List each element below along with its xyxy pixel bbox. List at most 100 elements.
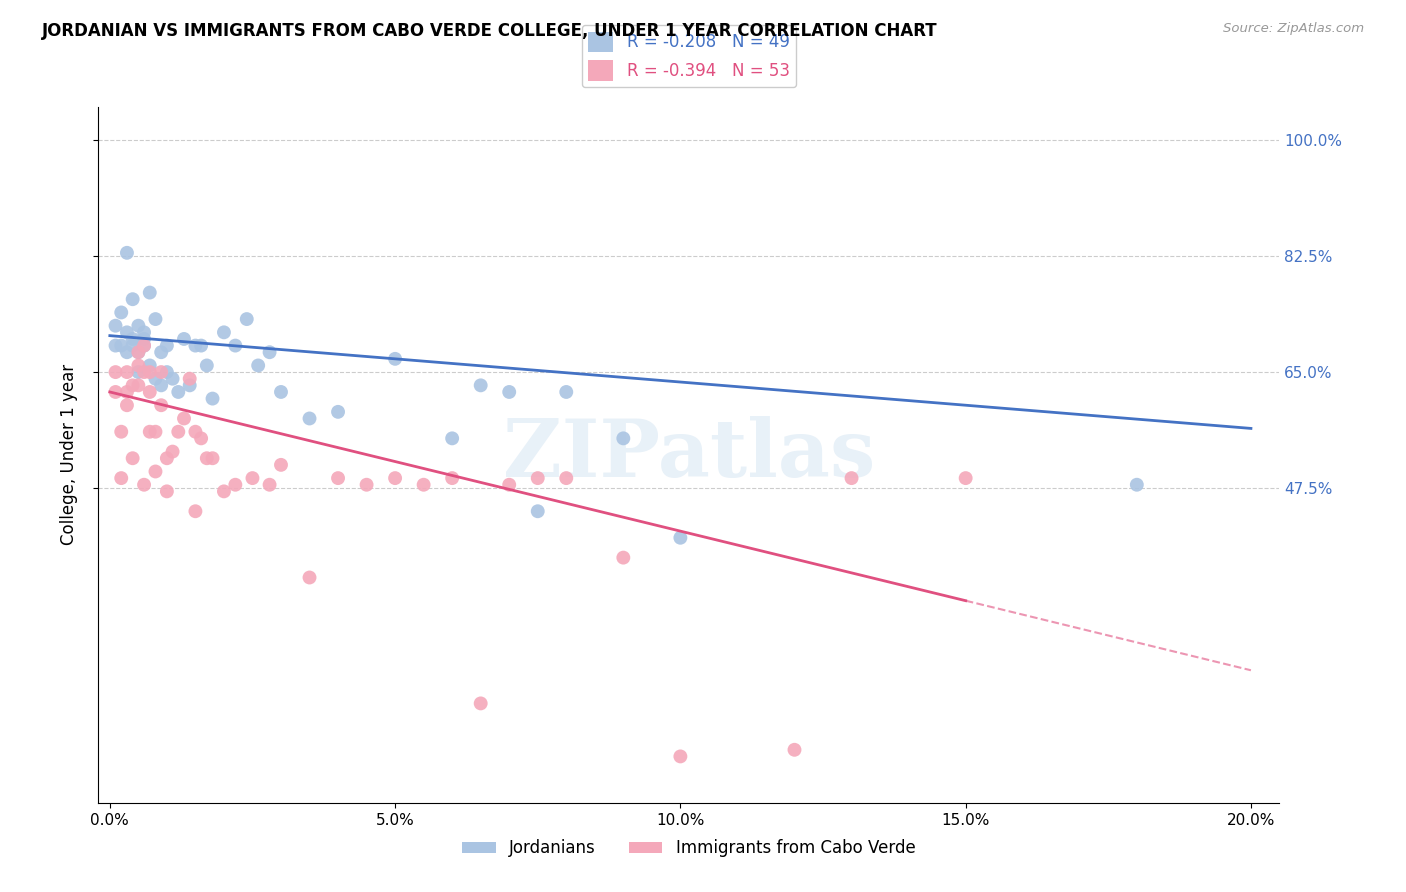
- Point: [127, 365, 149, 379]
- Point: [115, 326, 138, 340]
- Text: ZIPatlas: ZIPatlas: [503, 416, 875, 494]
- Point: [498, 477, 520, 491]
- Point: [139, 359, 162, 373]
- Point: [224, 477, 246, 491]
- Point: [110, 425, 132, 439]
- Point: [127, 318, 149, 333]
- Point: [470, 697, 492, 711]
- Point: [132, 338, 155, 352]
- Point: [356, 477, 378, 491]
- Point: [145, 372, 167, 386]
- Point: [270, 384, 292, 399]
- Point: [470, 378, 492, 392]
- Point: [179, 372, 201, 386]
- Text: Source: ZipAtlas.com: Source: ZipAtlas.com: [1223, 22, 1364, 36]
- Point: [132, 332, 155, 346]
- Point: [298, 411, 321, 425]
- Point: [145, 425, 167, 439]
- Point: [121, 292, 143, 306]
- Point: [201, 392, 224, 406]
- Point: [156, 365, 179, 379]
- Point: [247, 359, 270, 373]
- Point: [110, 338, 132, 352]
- Point: [212, 484, 235, 499]
- Point: [270, 458, 292, 472]
- Point: [669, 531, 692, 545]
- Point: [132, 338, 155, 352]
- Point: [167, 425, 190, 439]
- Point: [104, 318, 127, 333]
- Point: [612, 550, 634, 565]
- Point: [384, 471, 406, 485]
- Point: [441, 431, 464, 445]
- Point: [179, 378, 201, 392]
- Point: [201, 451, 224, 466]
- Point: [132, 477, 155, 491]
- Legend: Jordanians, Immigrants from Cabo Verde: Jordanians, Immigrants from Cabo Verde: [456, 833, 922, 864]
- Point: [412, 477, 434, 491]
- Point: [156, 338, 179, 352]
- Point: [326, 405, 349, 419]
- Point: [150, 365, 173, 379]
- Point: [224, 338, 246, 352]
- Point: [156, 484, 179, 499]
- Point: [259, 345, 281, 359]
- Point: [326, 471, 349, 485]
- Point: [173, 411, 195, 425]
- Point: [184, 338, 207, 352]
- Point: [121, 338, 143, 352]
- Point: [669, 749, 692, 764]
- Point: [115, 398, 138, 412]
- Point: [115, 384, 138, 399]
- Point: [190, 338, 212, 352]
- Point: [145, 312, 167, 326]
- Point: [104, 338, 127, 352]
- Point: [1126, 477, 1149, 491]
- Point: [127, 345, 149, 359]
- Point: [190, 431, 212, 445]
- Point: [132, 326, 155, 340]
- Point: [242, 471, 264, 485]
- Point: [184, 425, 207, 439]
- Point: [526, 504, 548, 518]
- Point: [162, 444, 184, 458]
- Point: [955, 471, 977, 485]
- Point: [841, 471, 863, 485]
- Point: [139, 384, 162, 399]
- Point: [127, 345, 149, 359]
- Y-axis label: College, Under 1 year: College, Under 1 year: [59, 364, 77, 546]
- Point: [441, 471, 464, 485]
- Point: [555, 471, 578, 485]
- Point: [127, 378, 149, 392]
- Point: [121, 451, 143, 466]
- Point: [162, 372, 184, 386]
- Point: [115, 245, 138, 260]
- Text: JORDANIAN VS IMMIGRANTS FROM CABO VERDE COLLEGE, UNDER 1 YEAR CORRELATION CHART: JORDANIAN VS IMMIGRANTS FROM CABO VERDE …: [42, 22, 938, 40]
- Point: [298, 570, 321, 584]
- Point: [110, 305, 132, 319]
- Point: [139, 365, 162, 379]
- Point: [384, 351, 406, 366]
- Point: [555, 384, 578, 399]
- Point: [150, 398, 173, 412]
- Point: [783, 743, 806, 757]
- Point: [236, 312, 259, 326]
- Point: [167, 384, 190, 399]
- Point: [184, 504, 207, 518]
- Point: [195, 359, 218, 373]
- Point: [132, 365, 155, 379]
- Point: [139, 425, 162, 439]
- Point: [173, 332, 195, 346]
- Point: [498, 384, 520, 399]
- Point: [127, 359, 149, 373]
- Point: [115, 365, 138, 379]
- Point: [104, 365, 127, 379]
- Point: [612, 431, 634, 445]
- Point: [156, 451, 179, 466]
- Point: [139, 285, 162, 300]
- Point: [121, 332, 143, 346]
- Point: [150, 345, 173, 359]
- Point: [195, 451, 218, 466]
- Point: [121, 378, 143, 392]
- Point: [259, 477, 281, 491]
